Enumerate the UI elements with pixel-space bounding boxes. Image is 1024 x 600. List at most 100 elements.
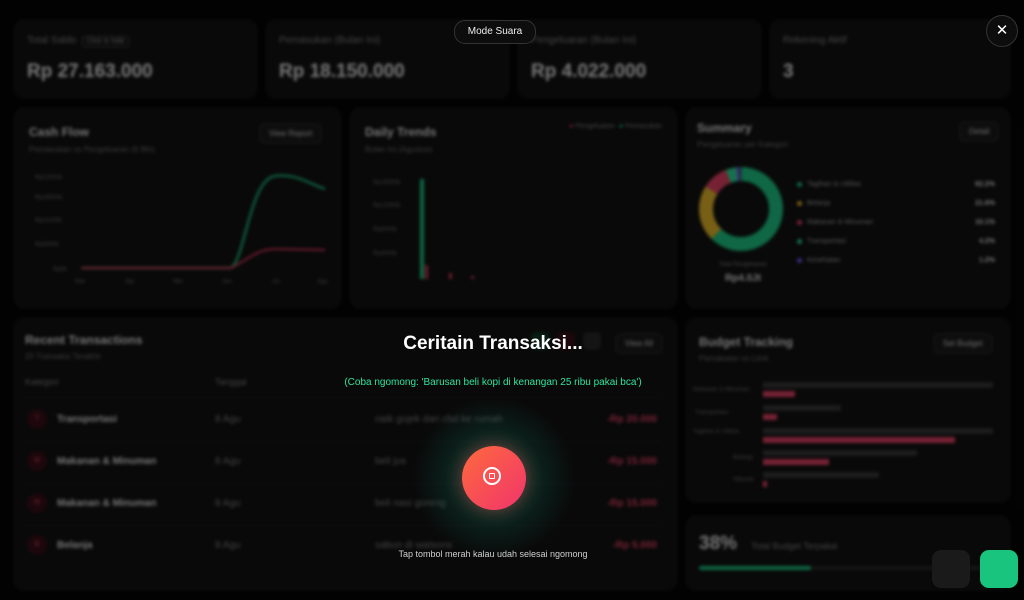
stat-value: Rp 18.150.000 bbox=[279, 61, 405, 82]
tx-category: Belanja bbox=[57, 540, 93, 551]
income-line bbox=[81, 174, 326, 270]
filter-income-button[interactable] bbox=[531, 332, 549, 350]
view-all-button[interactable]: View All bbox=[615, 333, 663, 354]
x-tick: Mei bbox=[173, 279, 183, 285]
used-bar bbox=[763, 391, 795, 397]
cashflow-subtitle: Pemasukan vs Pengeluaran (6 Bln) bbox=[29, 145, 155, 154]
x-tick: Jun bbox=[222, 279, 232, 285]
col-header-kategori: Kategori bbox=[25, 377, 59, 387]
budget-subtitle: Pemakaian vs Limit bbox=[699, 354, 769, 363]
budget-progress-fill bbox=[699, 566, 812, 570]
tap-hint: Tap tombol merah kalau udah selesai ngom… bbox=[398, 549, 588, 559]
used-bar bbox=[763, 459, 829, 465]
col-header-tanggal: Tanggal bbox=[215, 377, 247, 387]
tx-date: 8 Agu bbox=[215, 498, 241, 509]
cashflow-card: Cash Flow Pemasukan vs Pengeluaran (6 Bl… bbox=[14, 108, 341, 308]
close-icon[interactable]: ✕ bbox=[986, 15, 1018, 47]
table-row[interactable]: B Belanja 8 Agu sabun di watsons -Rp 5.0… bbox=[25, 527, 661, 567]
x-tick: Apr bbox=[125, 279, 134, 285]
recent-subtitle: 20 Transaksi Terakhir bbox=[25, 352, 101, 361]
stat-label: Pengeluaran (Bulan Ini) bbox=[531, 35, 637, 46]
tx-note: beli nasi goreng bbox=[375, 498, 446, 509]
summary-title: Summary bbox=[697, 121, 752, 135]
table-row[interactable]: M Makanan & Minuman 8 Agu beli nasi gore… bbox=[25, 485, 661, 526]
tx-date: 8 Agu bbox=[215, 414, 241, 425]
tx-note: beli jus bbox=[375, 456, 407, 467]
legend-expense: Pengeluaran bbox=[575, 123, 615, 130]
used-bar bbox=[763, 414, 777, 420]
stop-recording-button[interactable] bbox=[462, 446, 526, 510]
limit-bar bbox=[763, 405, 841, 411]
y-tick: Rp18000k bbox=[373, 180, 401, 186]
summary-card: Summary Pengeluaran per Kategori Detail … bbox=[686, 108, 1010, 308]
budget-percent-label: Total Budget Terpakai bbox=[751, 541, 838, 551]
filter-expense-button[interactable] bbox=[557, 332, 575, 350]
hide-balance-badge[interactable]: Click to hide bbox=[82, 36, 129, 47]
category-label: Makanan & Minuman bbox=[693, 387, 750, 393]
summary-subtitle: Pengeluaran per Kategori bbox=[697, 140, 789, 149]
y-tick: Rp0k bbox=[53, 267, 68, 273]
category-icon: T bbox=[27, 409, 47, 429]
income-bar bbox=[420, 179, 424, 279]
expense-bar bbox=[449, 273, 452, 279]
category-icon: M bbox=[27, 451, 47, 471]
add-transaction-fab[interactable] bbox=[980, 550, 1018, 588]
expense-bar bbox=[471, 276, 474, 279]
budget-percent: 38% bbox=[699, 533, 738, 554]
category-label: Hiburan bbox=[733, 477, 754, 483]
category-label: Belanja bbox=[733, 455, 754, 461]
tx-date: 8 Agu bbox=[215, 456, 241, 467]
stat-value: Rp 27.163.000 bbox=[27, 61, 153, 82]
category-label: Transportasi bbox=[695, 410, 728, 416]
donut-total-value: Rp4.0Jt bbox=[724, 273, 762, 284]
x-tick: Jul bbox=[272, 279, 280, 285]
tx-category: Makanan & Minuman bbox=[57, 456, 157, 467]
legend-item: Transportasi 4.2% bbox=[797, 238, 995, 245]
legend-item: Makanan & Minuman 10.1% bbox=[797, 219, 995, 226]
tx-category: Transportasi bbox=[57, 414, 118, 425]
recent-title: Recent Transactions bbox=[25, 333, 143, 347]
budget-progress-track bbox=[699, 566, 995, 570]
category-label: Tagihan & Utilitas bbox=[693, 429, 739, 435]
category-icon: M bbox=[27, 493, 47, 513]
x-tick: Agu bbox=[317, 279, 328, 285]
used-bar bbox=[763, 481, 767, 487]
daily-subtitle: Bulan Ini (Agustus) bbox=[365, 145, 433, 154]
table-row[interactable]: T Transportasi 8 Agu naik gojek dari cbd… bbox=[25, 401, 661, 442]
table-row[interactable]: M Makanan & Minuman 8 Agu beli jus -Rp 1… bbox=[25, 443, 661, 484]
mode-suara-label: Mode Suara bbox=[454, 20, 536, 44]
y-tick: Rp5500k bbox=[35, 242, 60, 248]
stat-label: Rekening Aktif bbox=[783, 35, 847, 46]
stop-icon bbox=[483, 467, 501, 485]
filter-all-button[interactable] bbox=[583, 332, 601, 350]
tx-date: 8 Agu bbox=[215, 540, 241, 551]
tx-note: sabun di watsons bbox=[375, 540, 453, 551]
tx-category: Makanan & Minuman bbox=[57, 498, 157, 509]
limit-bar bbox=[763, 382, 993, 388]
tx-amount: -Rp 5.000 bbox=[612, 540, 657, 551]
y-tick: Rp11000k bbox=[35, 218, 63, 224]
secondary-fab[interactable] bbox=[932, 550, 970, 588]
summary-donut bbox=[699, 167, 783, 251]
stat-card-total-saldo: Total Saldo Click to hide Rp 27.163.000 bbox=[14, 20, 257, 98]
detail-button[interactable]: Detail bbox=[959, 121, 1000, 142]
set-budget-button[interactable]: Set Budget bbox=[933, 333, 993, 354]
y-tick: Rp22000k bbox=[35, 175, 63, 181]
budget-tracking-card: Budget Tracking Pemakaian vs Limit Set B… bbox=[686, 318, 1010, 502]
stat-label: Pemasukan (Bulan Ini) bbox=[279, 35, 381, 46]
legend-item: Belanja 21.6% bbox=[797, 200, 995, 207]
view-report-button[interactable]: View Report bbox=[259, 123, 323, 144]
limit-bar bbox=[763, 450, 917, 456]
y-tick: Rp8000k bbox=[373, 227, 398, 233]
daily-title: Daily Trends bbox=[365, 125, 437, 139]
legend-item: Tagihan & Utilitas 62.2% bbox=[797, 181, 995, 188]
donut-total-label: Total Pengeluaran bbox=[718, 262, 768, 268]
tx-note: naik gojek dari cbd ke rumah bbox=[375, 414, 503, 425]
daily-trends-card: Daily Trends Bulan Ini (Agustus) ● Penge… bbox=[350, 108, 677, 308]
stat-label: Total Saldo bbox=[27, 35, 77, 46]
voice-hint: (Coba ngomong: 'Barusan beli kopi di ken… bbox=[344, 377, 642, 388]
recent-transactions-card: Recent Transactions 20 Transaksi Terakhi… bbox=[14, 318, 677, 590]
category-icon: B bbox=[27, 535, 47, 555]
expense-line bbox=[81, 247, 326, 269]
